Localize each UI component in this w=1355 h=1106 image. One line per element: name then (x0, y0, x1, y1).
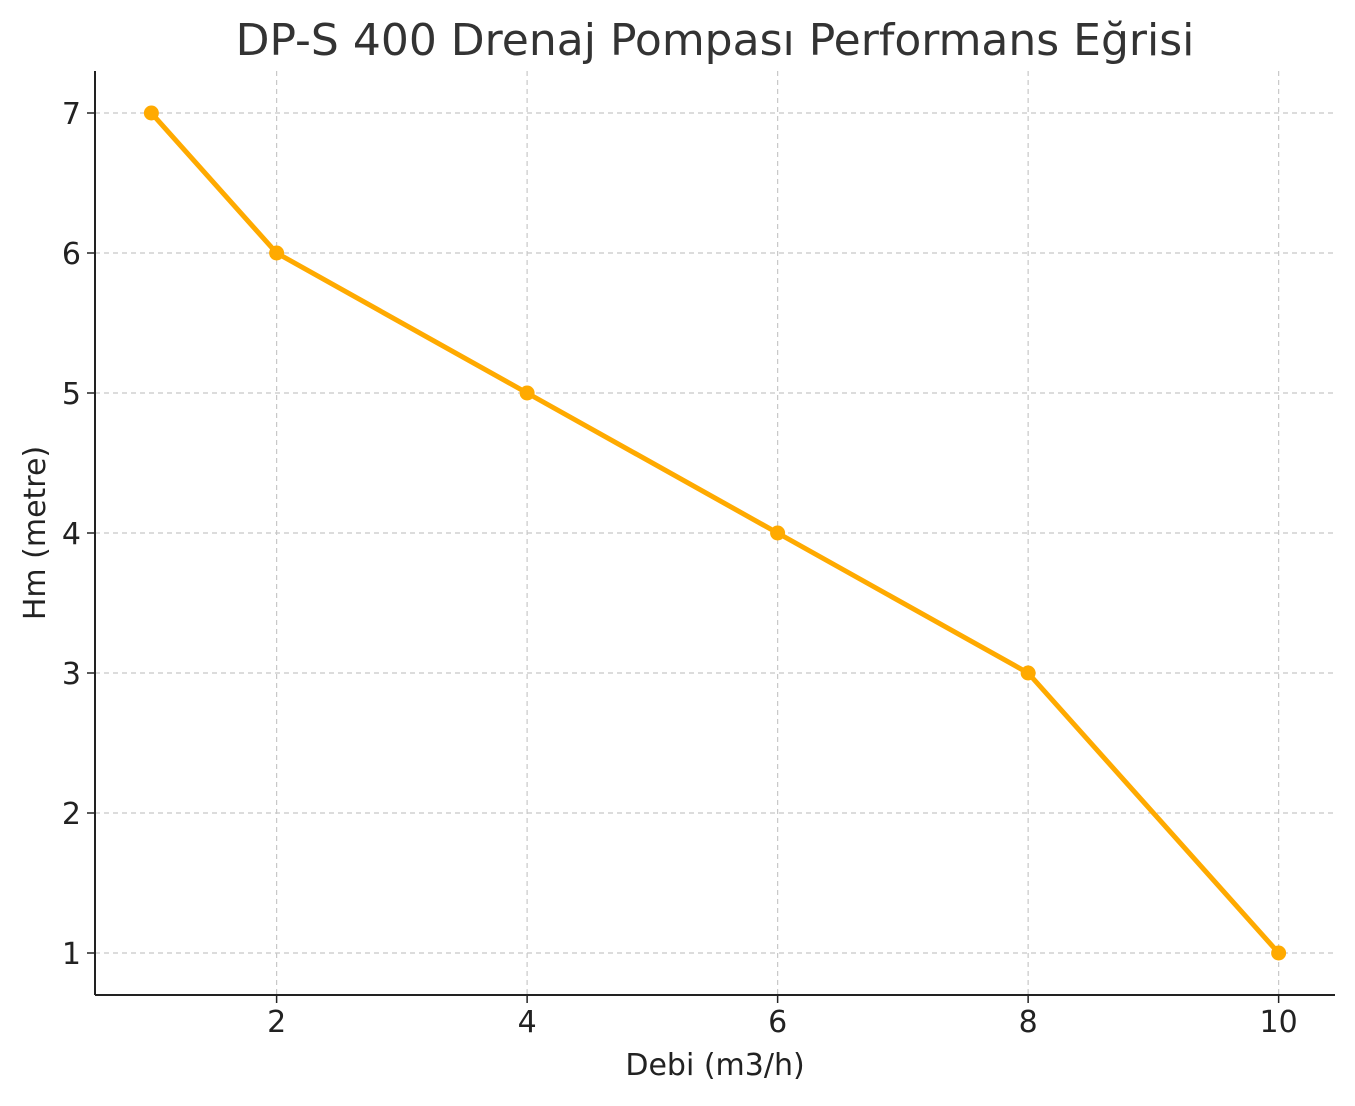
y-tick-label: 7 (62, 97, 81, 132)
data-point (1020, 665, 1036, 681)
y-tick-label: 3 (62, 657, 81, 692)
data-point (770, 525, 786, 541)
grid (95, 71, 1335, 995)
x-tick-label: 10 (1260, 1005, 1298, 1040)
y-tick-label: 1 (62, 937, 81, 972)
x-tick-label: 4 (518, 1005, 537, 1040)
x-axis-label: Debi (m3/h) (625, 1048, 804, 1083)
series (143, 105, 1287, 961)
series-line (148, 110, 1282, 956)
y-axis-label: Hm (metre) (18, 446, 53, 620)
x-tick-label: 2 (267, 1005, 286, 1040)
chart-title: DP-S 400 Drenaj Pompası Performans Eğris… (236, 15, 1195, 66)
data-point (143, 105, 159, 121)
y-tick-label: 2 (62, 797, 81, 832)
data-point (1271, 945, 1287, 961)
data-point (519, 385, 535, 401)
data-point (269, 245, 285, 261)
x-tick-label: 8 (1019, 1005, 1038, 1040)
y-tick-label: 4 (62, 517, 81, 552)
y-tick-label: 6 (62, 237, 81, 272)
x-tick-label: 6 (768, 1005, 787, 1040)
y-tick-label: 5 (62, 377, 81, 412)
